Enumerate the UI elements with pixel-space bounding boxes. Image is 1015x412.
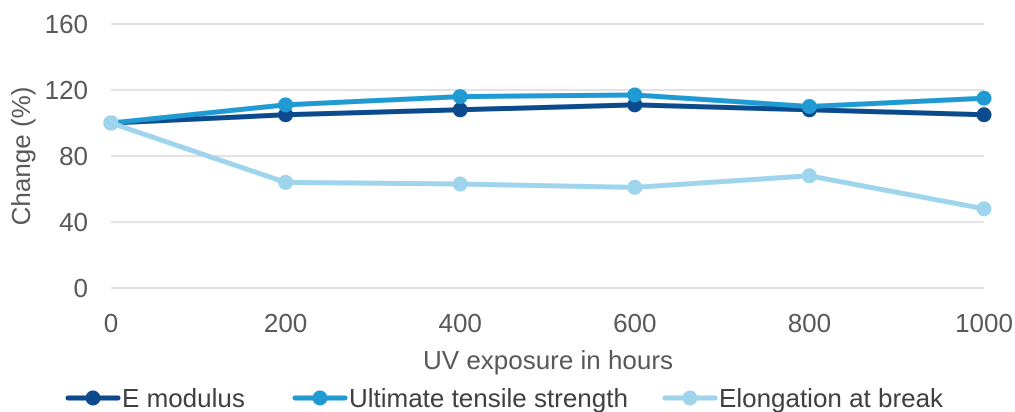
data-point (976, 90, 992, 106)
data-point (976, 107, 992, 123)
y-tick-label: 40 (59, 207, 88, 237)
data-point (801, 168, 817, 184)
legend-label: Ultimate tensile strength (349, 383, 628, 412)
y-tick-label: 120 (45, 75, 88, 105)
legend-marker (85, 390, 101, 406)
legend-label: Elongation at break (719, 383, 944, 412)
data-point (452, 102, 468, 118)
x-tick-label: 200 (264, 308, 307, 338)
data-point (103, 115, 119, 131)
data-point (278, 174, 294, 190)
x-tick-label: 800 (788, 308, 831, 338)
y-axis-title: Change (%) (6, 87, 36, 226)
data-point (452, 89, 468, 105)
data-point (627, 87, 643, 103)
legend-item: Ultimate tensile strength (292, 383, 628, 412)
legend-marker (682, 390, 698, 406)
x-tick-label: 1000 (955, 308, 1013, 338)
legend-label: E modulus (122, 383, 245, 412)
x-axis-title: UV exposure in hours (423, 345, 673, 375)
series-line (108, 92, 987, 126)
series-line (108, 120, 987, 212)
gridlines (111, 23, 984, 289)
y-axis-ticks: 0 40 80 120 160 (45, 9, 88, 303)
y-tick-label: 160 (45, 9, 88, 39)
legend-marker (312, 390, 328, 406)
x-tick-label: 600 (613, 308, 656, 338)
data-point (801, 99, 817, 114)
data-point (976, 201, 992, 217)
y-tick-label: 0 (74, 273, 88, 303)
legend-item: Elongation at break (662, 383, 944, 412)
series-lines (103, 87, 992, 217)
series-2 (103, 115, 992, 217)
y-tick-label: 80 (59, 141, 88, 171)
series-line (108, 102, 987, 126)
data-point (452, 176, 468, 192)
data-point (278, 97, 294, 113)
x-tick-label: 400 (439, 308, 482, 338)
x-axis-ticks: 0 200 400 600 800 1000 (104, 308, 1013, 338)
legend: E modulus Ultimate tensile strength Elonga… (65, 383, 944, 412)
data-point (627, 179, 643, 195)
legend-item: E modulus (65, 383, 245, 412)
x-tick-label: 0 (104, 308, 118, 338)
